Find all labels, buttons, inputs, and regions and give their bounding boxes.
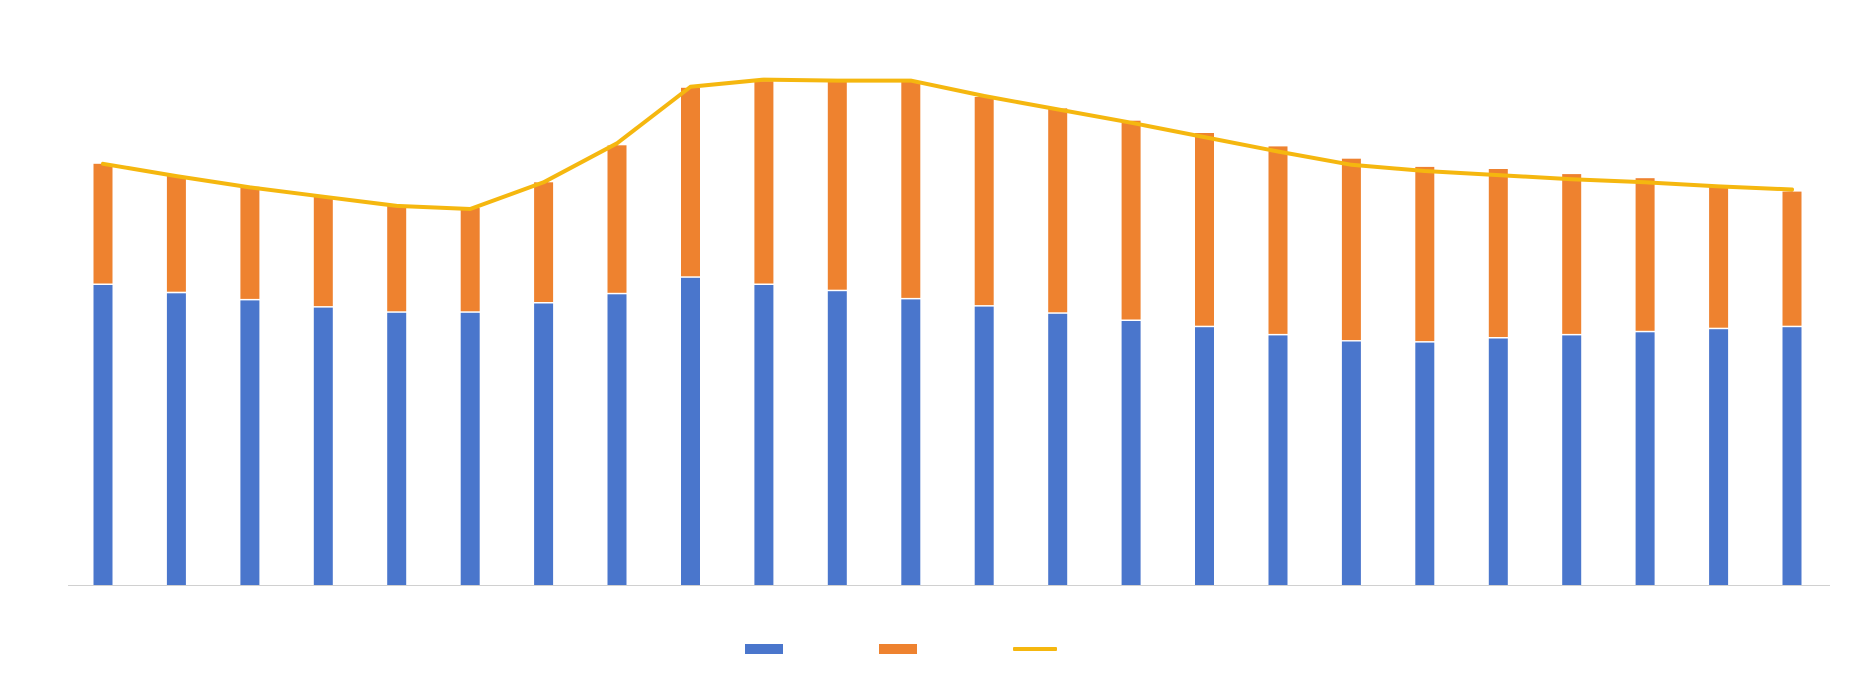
bar-segment-blue	[1341, 341, 1361, 585]
bar-segment-orange	[387, 204, 407, 312]
bar-segment-orange	[93, 163, 113, 284]
bar-segment-orange	[1195, 133, 1214, 326]
bar-segment-blue	[974, 306, 994, 585]
bar-segment-orange	[1562, 174, 1582, 334]
bar-segment-orange	[1415, 166, 1435, 342]
bar-segment-blue	[534, 303, 554, 585]
bar-segment-orange	[754, 81, 774, 284]
bar-segment-orange	[1635, 178, 1655, 331]
bar-segment-orange	[313, 196, 333, 307]
bar-segment-blue	[460, 312, 480, 585]
bar-segment-blue	[754, 285, 774, 585]
legend-item-blue	[745, 644, 831, 654]
bar-segment-blue	[1488, 338, 1508, 585]
bar-segment-orange	[240, 186, 260, 299]
bar-segment-blue	[1121, 321, 1141, 585]
legend-item-total	[1013, 647, 1105, 651]
bar-segment-blue	[901, 299, 921, 585]
bar-segment-orange	[1341, 158, 1361, 341]
legend-swatch-total	[1013, 647, 1057, 651]
bar-segment-blue	[827, 291, 847, 585]
bar-segment-orange	[827, 81, 847, 290]
bar-segment-orange	[1709, 185, 1729, 328]
legend-swatch-blue	[745, 644, 783, 654]
bar-segment-blue	[1195, 327, 1214, 585]
bar-segment-blue	[1415, 342, 1435, 585]
bar-segment-orange	[681, 87, 700, 277]
bar-segment-blue	[681, 277, 700, 585]
bar-segment-orange	[1782, 191, 1802, 326]
bar-segment-blue	[240, 300, 260, 585]
bar-segment-orange	[1048, 108, 1068, 313]
bar-segment-blue	[1268, 335, 1288, 585]
legend-item-orange	[879, 644, 965, 654]
bar-segment-blue	[607, 294, 627, 585]
bar-segment-blue	[387, 312, 407, 585]
bar-segment-blue	[93, 285, 113, 585]
bar-segment-orange	[1488, 169, 1508, 337]
bar-segment-orange	[1268, 146, 1288, 334]
total-line	[101, 77, 1794, 211]
bar-segment-orange	[607, 145, 627, 293]
bar-segment-blue	[1782, 327, 1802, 585]
bar-segment-orange	[1121, 120, 1141, 320]
bar-segment-blue	[313, 307, 333, 585]
bar-segment-orange	[534, 182, 554, 302]
bar-segment-blue	[1709, 329, 1729, 585]
bar-segment-blue	[1635, 332, 1655, 585]
bar-segment-orange	[166, 176, 186, 292]
chart-legend	[0, 638, 1850, 660]
legend-swatch-orange	[879, 644, 917, 654]
bar-segment-orange	[460, 208, 480, 312]
bar-segment-orange	[974, 97, 994, 306]
bar-segment-blue	[1048, 313, 1068, 585]
bar-segment-blue	[1562, 335, 1582, 585]
bar-segment-orange	[901, 81, 921, 298]
bar-segment-blue	[166, 293, 186, 585]
